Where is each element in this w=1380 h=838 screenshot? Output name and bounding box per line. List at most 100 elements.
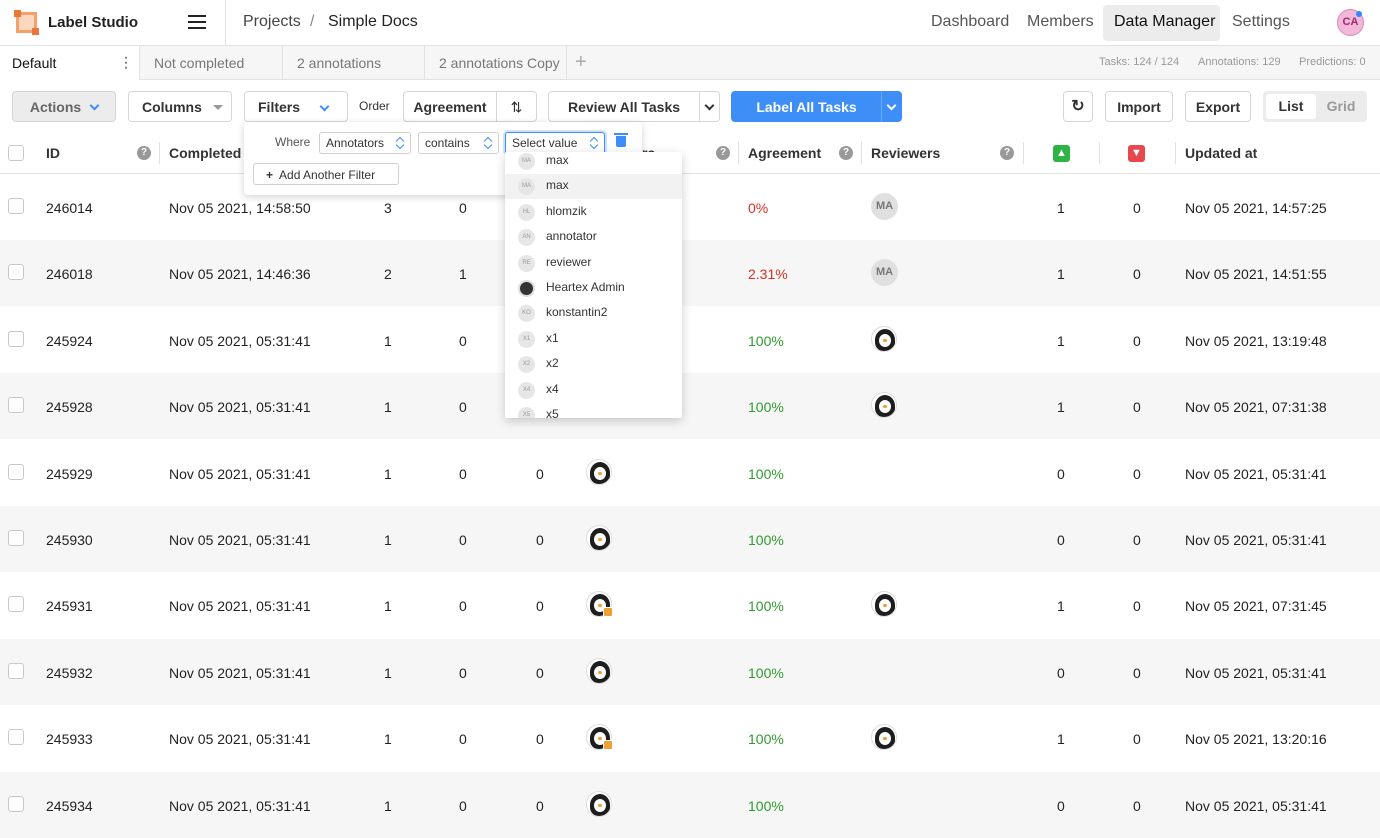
thumbs-up-icon[interactable]: ▲: [1053, 145, 1070, 162]
penguin-avatar[interactable]: [586, 525, 612, 551]
row-checkbox[interactable]: [8, 795, 24, 812]
chevron-down-icon: [319, 101, 330, 112]
dropdown-option[interactable]: X5 x5: [505, 403, 682, 418]
column-agreement[interactable]: Agreement: [748, 145, 822, 161]
filter-operator-select[interactable]: contains: [418, 132, 499, 154]
completed-at: Nov 05 2021, 14:58:50: [169, 200, 311, 216]
sort-direction-icon[interactable]: ⇅: [496, 91, 537, 122]
dropdown-option[interactable]: X2 x2: [505, 352, 682, 377]
nav-settings[interactable]: Settings: [1232, 13, 1290, 30]
help-icon[interactable]: ?: [839, 146, 853, 160]
table-row[interactable]: 245928 Nov 05 2021, 05:31:41 1 0 100% 1 0 Nov 0…: [0, 373, 1380, 440]
penguin-avatar[interactable]: [586, 657, 612, 684]
thumbs-down-icon[interactable]: ▼: [1128, 145, 1145, 162]
dropdown-option[interactable]: Heartex Admin: [505, 276, 682, 301]
row-checkbox[interactable]: [8, 596, 24, 613]
refresh-icon[interactable]: ↻: [1063, 91, 1093, 122]
dropdown-option[interactable]: MA max: [505, 174, 682, 200]
tab-2-annotations-copy[interactable]: 2 annotations Copy: [425, 46, 567, 80]
table-row[interactable]: 245929 Nov 05 2021, 05:31:41 1 0 0 100% 0 0 Nov …: [0, 440, 1380, 506]
row-checkbox[interactable]: [8, 530, 24, 546]
table-row[interactable]: 245924 Nov 05 2021, 05:31:41 1 0 100% 1 0 Nov 0…: [0, 307, 1380, 373]
row-checkbox[interactable]: [8, 198, 24, 214]
tab-default[interactable]: Default ⋮: [0, 46, 140, 80]
list-view-button[interactable]: List: [1266, 94, 1316, 119]
thumbs-down-count: 0: [1133, 664, 1141, 681]
completed-at: Nov 05 2021, 05:31:41: [169, 465, 311, 482]
label-dropdown-button[interactable]: [881, 91, 902, 122]
dropdown-option[interactable]: AN annotator: [505, 225, 682, 250]
divider: [1175, 142, 1176, 164]
predictions-count: Predictions: 0: [1299, 56, 1366, 68]
import-button[interactable]: Import: [1105, 91, 1173, 122]
order-field-button[interactable]: Agreement: [403, 91, 497, 122]
breadcrumb-projects[interactable]: Projects: [243, 13, 301, 30]
reviewer-avatar[interactable]: MA: [871, 193, 898, 220]
filter-field-select[interactable]: Annotators: [319, 132, 411, 154]
help-icon[interactable]: ?: [137, 146, 151, 160]
table-row[interactable]: 246018 Nov 05 2021, 14:46:36 2 1 2.31% MA 1 0 No…: [0, 240, 1380, 307]
task-id: 245932: [46, 664, 93, 681]
menu-icon[interactable]: [188, 15, 206, 29]
dropdown-option[interactable]: HL hlomzik: [505, 200, 682, 225]
agreement-value: 100%: [748, 598, 784, 615]
help-icon[interactable]: ?: [1000, 146, 1014, 160]
chevron-down-icon: [89, 100, 100, 111]
table-row[interactable]: 246014 Nov 05 2021, 14:58:50 3 0 0% MA 1 0 Nov 0…: [0, 174, 1380, 240]
export-button[interactable]: Export: [1185, 91, 1251, 122]
penguin-avatar[interactable]: [871, 392, 897, 419]
penguin-avatar[interactable]: [586, 790, 612, 817]
nav-data-manager[interactable]: Data Manager: [1114, 13, 1216, 30]
column-reviewers[interactable]: Reviewers: [871, 145, 941, 161]
review-dropdown-button[interactable]: [699, 91, 720, 122]
avatar-shape: [598, 471, 602, 475]
nav-members[interactable]: Members: [1027, 13, 1094, 30]
filters-button[interactable]: Filters: [244, 91, 348, 122]
penguin-avatar[interactable]: [871, 724, 897, 751]
table-row[interactable]: 245933 Nov 05 2021, 05:31:41 1 0 0 100% 1 0 Nov …: [0, 705, 1380, 771]
dropdown-option[interactable]: X4 x4: [505, 378, 682, 403]
row-checkbox[interactable]: [8, 330, 24, 347]
dropdown-option[interactable]: KO konstantin2: [505, 301, 682, 326]
column-updated-at[interactable]: Updated at: [1185, 145, 1258, 161]
table-row[interactable]: 245932 Nov 05 2021, 05:31:41 1 0 0 100% 0 0 Nov …: [0, 638, 1380, 705]
dropdown-option[interactable]: MA max: [505, 152, 682, 174]
table-row[interactable]: 245930 Nov 05 2021, 05:31:41 1 0 0 100% 0 0 Nov …: [0, 506, 1380, 572]
penguin-avatar[interactable]: [871, 325, 897, 352]
select-all-checkbox[interactable]: [8, 145, 24, 161]
penguin-avatar[interactable]: [871, 591, 897, 618]
add-tab-icon[interactable]: +: [575, 51, 587, 73]
row-checkbox[interactable]: [8, 729, 24, 746]
tab-menu-icon[interactable]: ⋮: [119, 54, 133, 70]
penguin-avatar[interactable]: [586, 458, 612, 485]
nav-dashboard[interactable]: Dashboard: [931, 13, 1010, 30]
row-checkbox[interactable]: [8, 264, 24, 281]
delete-filter-icon[interactable]: [614, 133, 628, 147]
help-icon[interactable]: ?: [716, 146, 730, 160]
column-completed[interactable]: Completed: [169, 145, 242, 161]
add-filter-button[interactable]: + Add Another Filter: [253, 163, 399, 185]
row-checkbox[interactable]: [8, 463, 24, 480]
label-studio-logo-icon[interactable]: [14, 10, 39, 35]
review-all-tasks-button[interactable]: Review All Tasks: [548, 91, 700, 122]
filter-value-select[interactable]: Select value: [505, 132, 605, 154]
table-row[interactable]: 245934 Nov 05 2021, 05:31:41 1 0 0 100% 0 0 Nov …: [0, 771, 1380, 838]
reviewer-avatar[interactable]: MA: [871, 259, 898, 287]
tab-2-annotations[interactable]: 2 annotations: [283, 46, 425, 80]
brand-name[interactable]: Label Studio: [48, 14, 138, 31]
actions-button[interactable]: Actions: [12, 91, 116, 122]
column-id[interactable]: ID: [46, 145, 60, 161]
row-checkbox[interactable]: [8, 662, 24, 679]
row-checkbox[interactable]: [8, 397, 24, 414]
updated-at: Nov 05 2021, 13:20:16: [1185, 731, 1327, 748]
grid-view-button[interactable]: Grid: [1326, 98, 1356, 114]
table-row[interactable]: 245931 Nov 05 2021, 05:31:41 1 0 0 100% 1 0 Nov …: [0, 572, 1380, 638]
dropdown-option[interactable]: RE reviewer: [505, 251, 682, 276]
breadcrumb-project[interactable]: Simple Docs: [328, 13, 418, 30]
label-all-tasks-button[interactable]: Label All Tasks: [731, 91, 882, 122]
tab-not-completed[interactable]: Not completed: [140, 46, 283, 80]
completed-at: Nov 05 2021, 05:31:41: [169, 399, 311, 416]
columns-button[interactable]: Columns: [128, 91, 232, 122]
dropdown-option[interactable]: X1 x1: [505, 327, 682, 352]
avatar-shape: [883, 405, 887, 409]
